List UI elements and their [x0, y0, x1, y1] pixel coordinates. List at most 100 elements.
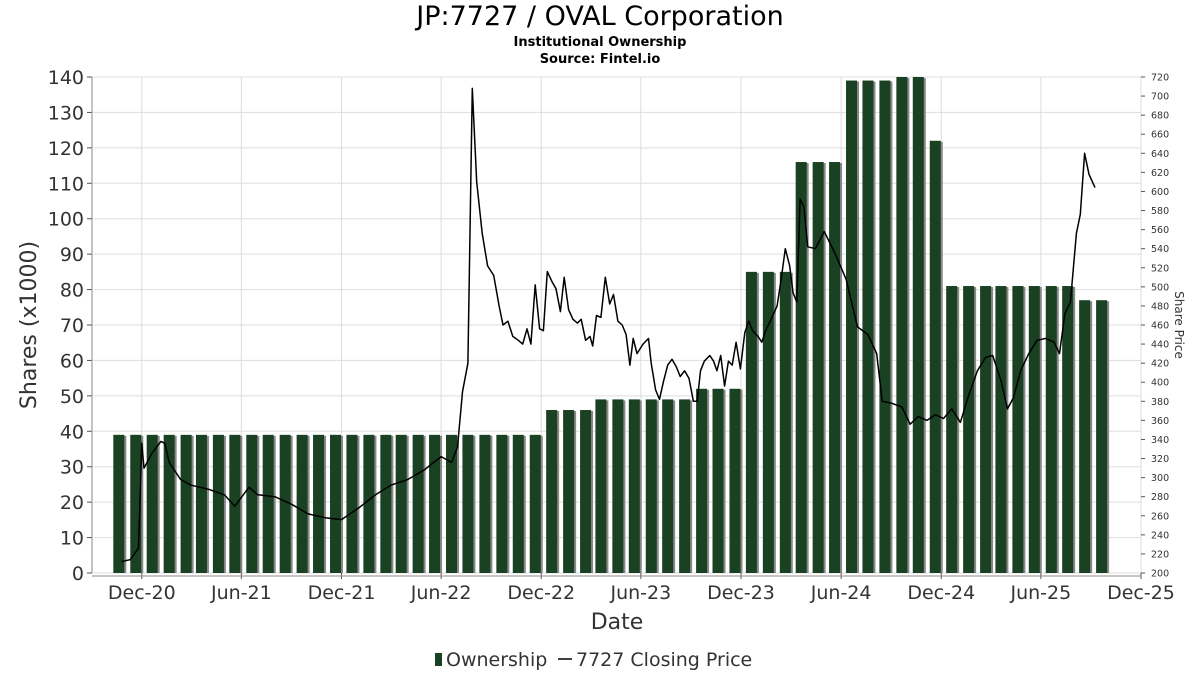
- ownership-bar: [330, 434, 342, 573]
- chart-title: JP:7727 / OVAL Corporation: [416, 1, 784, 32]
- y2-tick-label: 600: [1151, 187, 1169, 198]
- y2-tick-label: 700: [1151, 92, 1169, 103]
- axes: 0 10 20 30 40 50 60 70 80 90 100 110 120 130 140 200 220…: [48, 67, 1175, 604]
- chart-subtitle: Institutional Ownership: [513, 35, 687, 50]
- y-tick-label: 110: [48, 173, 84, 195]
- ownership-bars: [113, 77, 1110, 574]
- y2-tick-label: 500: [1151, 282, 1169, 293]
- x-tick-label: Jun-22: [410, 582, 472, 604]
- y2-tick-label: 720: [1151, 73, 1169, 84]
- y2-tick-label: 420: [1151, 359, 1169, 370]
- ownership-bar: [1062, 286, 1074, 573]
- y2-tick-label: 540: [1151, 244, 1169, 255]
- y-tick-label: 50: [60, 386, 84, 408]
- ownership-bar: [212, 434, 224, 573]
- ownership-bar: [346, 434, 358, 573]
- ownership-bar: [879, 80, 891, 574]
- y-tick-label: 90: [60, 244, 84, 266]
- chart-source: Source: Fintel.io: [539, 52, 661, 67]
- ownership-bar: [313, 434, 325, 573]
- ownership-bar: [446, 434, 458, 573]
- ownership-bar: [546, 410, 558, 573]
- ownership-bar: [762, 271, 774, 573]
- ownership-bar: [829, 162, 841, 573]
- ownership-bar: [612, 399, 624, 573]
- y2-tick-label: 480: [1151, 301, 1169, 312]
- ownership-bar: [1096, 300, 1108, 573]
- ownership-bar: [1079, 300, 1091, 573]
- ownership-bar: [1028, 286, 1040, 573]
- ownership-bar: [1012, 286, 1024, 573]
- ownership-bar: [563, 410, 575, 573]
- ownership-bar: [662, 399, 674, 573]
- y2-tick-label: 260: [1151, 511, 1169, 522]
- y2-tick-label: 560: [1151, 225, 1169, 236]
- price-line: [121, 87, 1096, 563]
- y-tick-label: 100: [48, 209, 84, 231]
- ownership-bar: [262, 434, 274, 573]
- legend: Ownership 7727 Closing Price: [435, 649, 752, 671]
- legend-ownership-swatch: [435, 653, 442, 666]
- y2-axis-label: Share Price: [1172, 291, 1186, 359]
- y2-tick-label: 360: [1151, 416, 1169, 427]
- ownership-bar: [130, 434, 142, 573]
- ownership-bar: [412, 434, 424, 573]
- ownership-bar: [779, 271, 791, 573]
- ownership-bar: [195, 434, 207, 573]
- ownership-bar: [729, 388, 741, 573]
- ownership-bar: [595, 399, 607, 573]
- y-tick-label: 80: [60, 280, 84, 302]
- x-tick-label: Dec-22: [507, 582, 575, 604]
- legend-price-label: 7727 Closing Price: [576, 649, 752, 671]
- ownership-bar: [163, 434, 175, 573]
- ownership-bar: [812, 162, 824, 573]
- x-tick-label: Dec-20: [108, 582, 176, 604]
- y2-tick-label: 380: [1151, 397, 1169, 408]
- ownership-bar: [229, 434, 241, 573]
- ownership-bar: [363, 434, 375, 573]
- x-tick-label: Dec-21: [308, 582, 376, 604]
- x-tick-label: Jun-21: [210, 582, 272, 604]
- y-tick-label: 130: [48, 102, 84, 124]
- x-tick-label: Jun-23: [609, 582, 671, 604]
- ownership-bar: [246, 434, 258, 573]
- ownership-bar: [846, 80, 858, 574]
- price-line-layer: [121, 87, 1096, 563]
- ownership-bar: [946, 286, 958, 573]
- legend-ownership-label: Ownership: [446, 649, 547, 671]
- ownership-bar: [1045, 286, 1057, 573]
- ownership-bar: [380, 434, 392, 573]
- ownership-bar: [462, 434, 474, 573]
- y-tick-label: 120: [48, 138, 84, 160]
- x-tick-label: Dec-24: [907, 582, 975, 604]
- y2-tick-label: 280: [1151, 492, 1169, 503]
- ownership-bar: [912, 77, 924, 573]
- y-tick-label: 60: [60, 350, 84, 372]
- y2-tick-label: 320: [1151, 454, 1169, 465]
- y2-tick-label: 460: [1151, 321, 1169, 332]
- x-tick-label: Jun-24: [810, 582, 872, 604]
- x-tick-label: Dec-23: [707, 582, 775, 604]
- ownership-bar: [745, 271, 757, 573]
- y2-tick-label: 680: [1151, 111, 1169, 122]
- y2-tick-label: 220: [1151, 549, 1169, 560]
- y-tick-label: 10: [60, 528, 84, 550]
- ownership-bar: [279, 434, 291, 573]
- ownership-bar: [995, 286, 1007, 573]
- ownership-bar: [929, 140, 941, 573]
- y-tick-label: 70: [60, 315, 84, 337]
- ownership-bar: [645, 399, 657, 573]
- y2-tick-label: 340: [1151, 435, 1169, 446]
- y2-tick-label: 300: [1151, 473, 1169, 484]
- ownership-bar: [862, 80, 874, 574]
- ownership-bar: [963, 286, 975, 573]
- y2-tick-label: 640: [1151, 149, 1169, 160]
- y2-tick-label: 240: [1151, 530, 1169, 541]
- y-axis-label: Shares (x1000): [17, 241, 42, 409]
- x-tick-label: Jun-25: [1009, 582, 1071, 604]
- y2-tick-label: 200: [1151, 569, 1169, 580]
- y-tick-label: 30: [60, 457, 84, 479]
- ownership-bar: [180, 434, 192, 573]
- x-tick-label: Dec-25: [1107, 582, 1175, 604]
- ownership-bar: [712, 388, 724, 573]
